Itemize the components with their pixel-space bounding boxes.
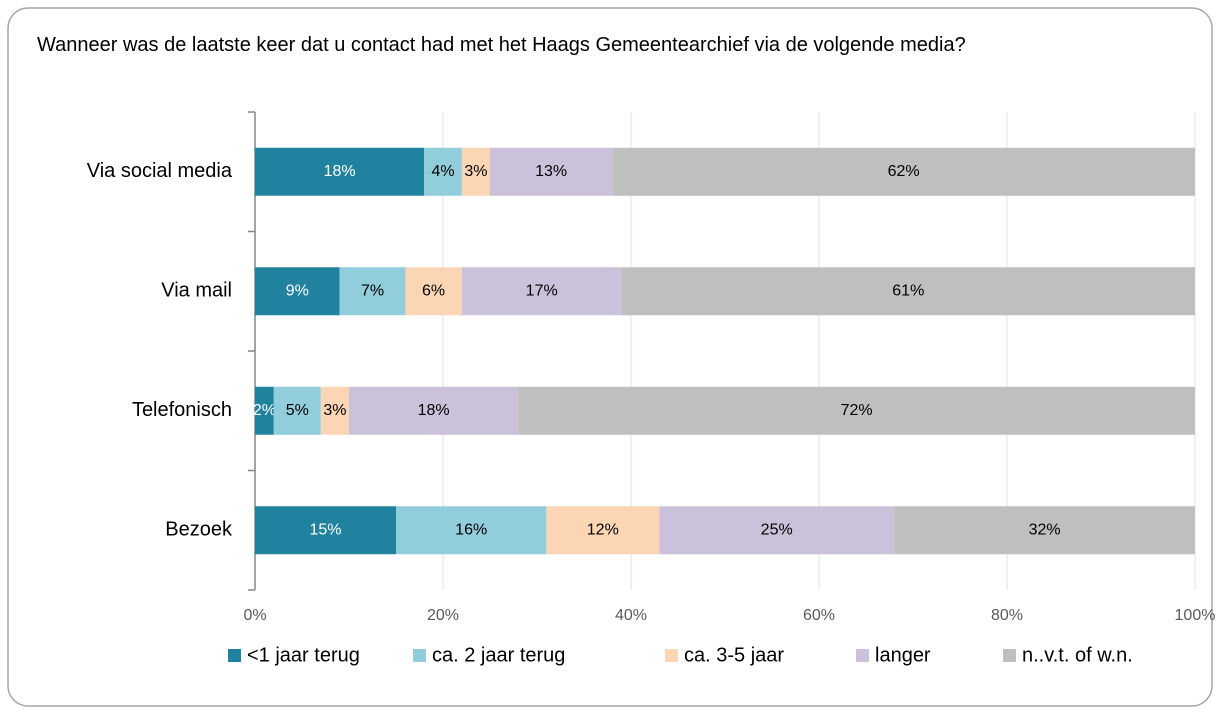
- legend-swatch: [1003, 649, 1016, 662]
- value-label: 17%: [526, 282, 558, 299]
- bar-segment: [255, 267, 340, 316]
- bar-segment: [461, 147, 490, 196]
- value-label: 9%: [286, 282, 309, 299]
- bar-segment: [255, 147, 425, 196]
- value-label: 5%: [286, 402, 309, 419]
- bar-segment: [396, 506, 547, 555]
- y-tick-label: Via mail: [161, 280, 232, 302]
- bar-segment: [461, 267, 622, 316]
- legend-swatch: [665, 649, 678, 662]
- value-label: 25%: [761, 521, 793, 538]
- legend-label: ca. 2 jaar terug: [432, 644, 565, 666]
- legend-label: langer: [875, 644, 931, 666]
- value-label: 16%: [455, 521, 487, 538]
- bar-segment: [546, 506, 660, 555]
- bar-segment: [490, 147, 613, 196]
- bar-segment: [273, 386, 321, 435]
- legend-swatch: [856, 649, 869, 662]
- x-tick-label: 20%: [427, 607, 459, 624]
- x-tick-label: 60%: [803, 607, 835, 624]
- legend-swatch: [413, 649, 426, 662]
- y-tick-label: Via social media: [87, 160, 233, 182]
- bar-segment: [349, 386, 519, 435]
- bar-segment: [339, 267, 406, 316]
- value-label: 12%: [587, 521, 619, 538]
- x-tick-label: 80%: [991, 607, 1023, 624]
- bar-segment: [255, 386, 274, 435]
- value-label: 15%: [309, 521, 341, 538]
- value-label: 2%: [253, 402, 276, 419]
- value-label: 18%: [324, 163, 356, 180]
- bar-segment: [255, 506, 396, 555]
- value-label: 7%: [361, 282, 384, 299]
- bar-segment: [518, 386, 1195, 435]
- value-label: 13%: [535, 163, 567, 180]
- legend-swatch: [228, 649, 241, 662]
- y-tick-label: Bezoek: [165, 519, 233, 541]
- legend-label: n..v.t. of w.n.: [1022, 644, 1133, 666]
- value-label: 62%: [888, 163, 920, 180]
- x-tick-label: 40%: [615, 607, 647, 624]
- legend-label: <1 jaar terug: [247, 644, 360, 666]
- bar-segment: [405, 267, 462, 316]
- bar-segment: [659, 506, 895, 555]
- value-label: 18%: [418, 402, 450, 419]
- value-label: 3%: [323, 402, 346, 419]
- value-label: 32%: [1029, 521, 1061, 538]
- bar-segment: [424, 147, 462, 196]
- legend-label: ca. 3-5 jaar: [684, 644, 784, 666]
- bar-segment: [894, 506, 1195, 555]
- bar-segment: [320, 386, 349, 435]
- value-label: 72%: [841, 402, 873, 419]
- y-tick-label: Telefonisch: [132, 399, 232, 421]
- value-label: 4%: [431, 163, 454, 180]
- value-label: 3%: [464, 163, 487, 180]
- value-label: 61%: [892, 282, 924, 299]
- x-tick-label: 0%: [243, 607, 266, 624]
- chart-title: Wanneer was de laatste keer dat u contac…: [37, 34, 966, 56]
- chart-border: [7, 7, 1213, 707]
- x-tick-label: 100%: [1175, 607, 1216, 624]
- bar-segment: [612, 147, 1195, 196]
- value-label: 6%: [422, 282, 445, 299]
- bar-segment: [621, 267, 1195, 316]
